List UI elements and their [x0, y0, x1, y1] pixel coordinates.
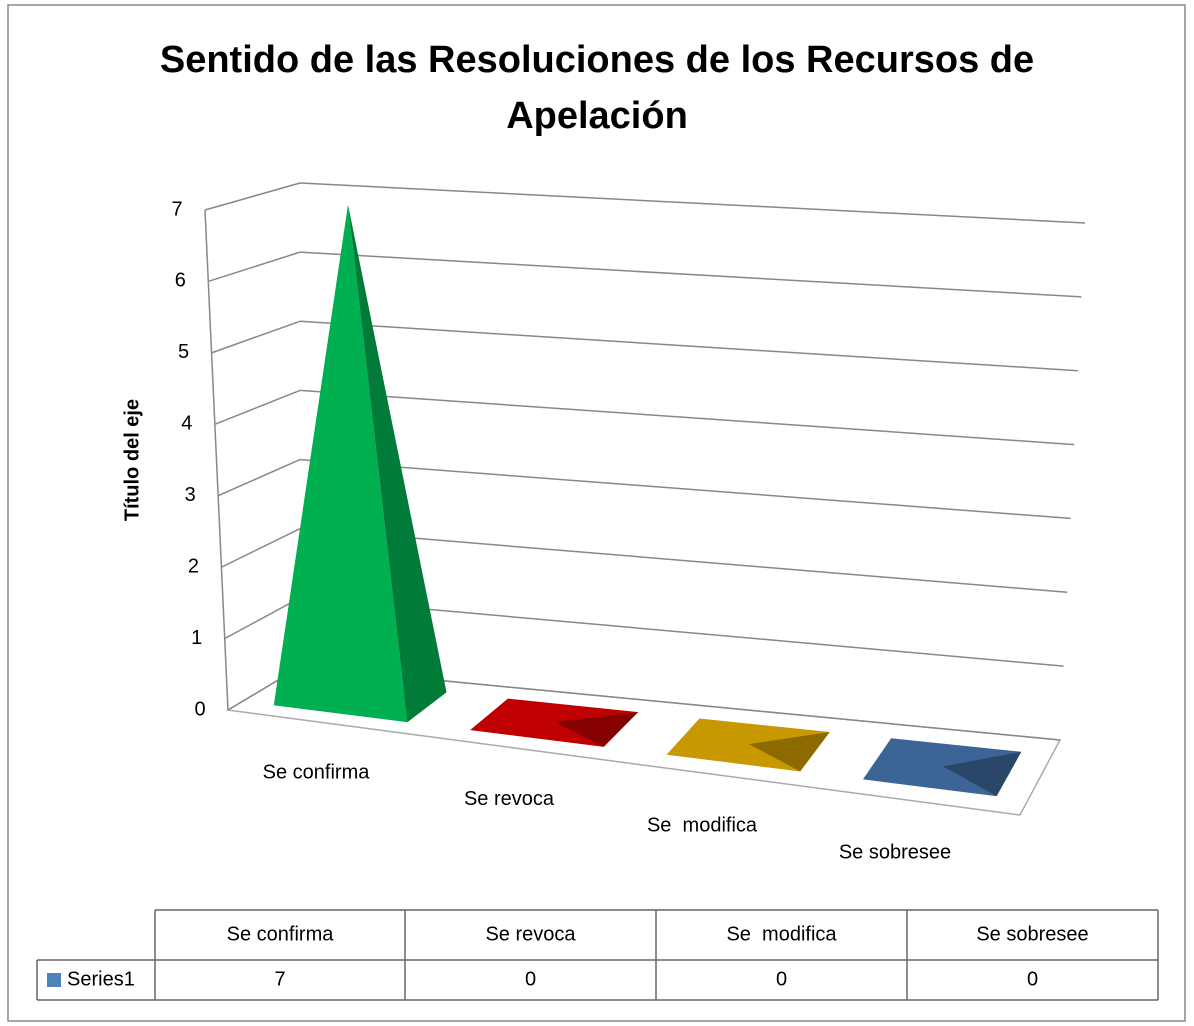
y-axis-title: Título del eje: [121, 399, 143, 521]
side-grid-line: [221, 528, 301, 568]
y-axis: [204, 209, 229, 711]
side-grid-line: [208, 251, 301, 283]
y-tick-label: 2: [188, 555, 199, 577]
pyramid: [470, 698, 639, 747]
grid-line: [299, 251, 1082, 298]
y-tick-label: 4: [181, 413, 192, 435]
x-tick-label: Se confirma: [263, 761, 371, 783]
pyramid-side: [943, 751, 1022, 797]
y-tick-label: 5: [178, 341, 189, 363]
pyramid-front: [470, 721, 604, 747]
legend-swatch: [47, 973, 61, 987]
pyramid-front: [273, 204, 408, 723]
chart-title: Sentido de las Resoluciones de los Recur…: [159, 39, 1035, 137]
side-grid-line: [224, 597, 301, 640]
table-value: 0: [525, 968, 536, 990]
table-value: 0: [776, 968, 787, 990]
pyramid-side: [749, 732, 830, 772]
table-header: Se confirma: [227, 923, 335, 945]
side-grid-line: [211, 320, 301, 354]
y-tick-label: 6: [175, 270, 186, 292]
side-grid-line: [217, 458, 301, 497]
table-value: 7: [274, 968, 285, 990]
y-tick-label: 7: [171, 198, 182, 220]
pyramid: [273, 204, 447, 723]
pyramid-front: [863, 766, 997, 797]
grid-line: [299, 320, 1078, 372]
grid-line: [299, 182, 1086, 224]
pyramid: [863, 738, 1022, 797]
chart-border: [7, 4, 1186, 1022]
table-header: Se sobresee: [976, 923, 1088, 945]
y-tick-label: 1: [191, 627, 202, 649]
table-header: Se revoca: [485, 923, 576, 945]
pyramid-side: [348, 204, 447, 723]
pyramid-front: [666, 744, 801, 772]
x-tick-label: Se revoca: [464, 788, 555, 810]
x-tick-label: Se modifica: [647, 815, 758, 837]
table-value: 0: [1027, 968, 1038, 990]
grid-line: [299, 389, 1075, 446]
y-tick-label: 3: [185, 484, 196, 506]
x-tick-label: Se sobresee: [839, 841, 951, 863]
legend-label: Series1: [67, 968, 135, 990]
table-header: Se modifica: [726, 923, 837, 945]
side-grid-line: [214, 389, 301, 425]
grid-line: [299, 458, 1071, 520]
pyramid-side: [555, 712, 639, 747]
grid-line: [299, 527, 1068, 594]
pyramid: [666, 718, 830, 772]
side-grid-line: [204, 182, 301, 211]
y-tick-label: 0: [194, 698, 205, 720]
